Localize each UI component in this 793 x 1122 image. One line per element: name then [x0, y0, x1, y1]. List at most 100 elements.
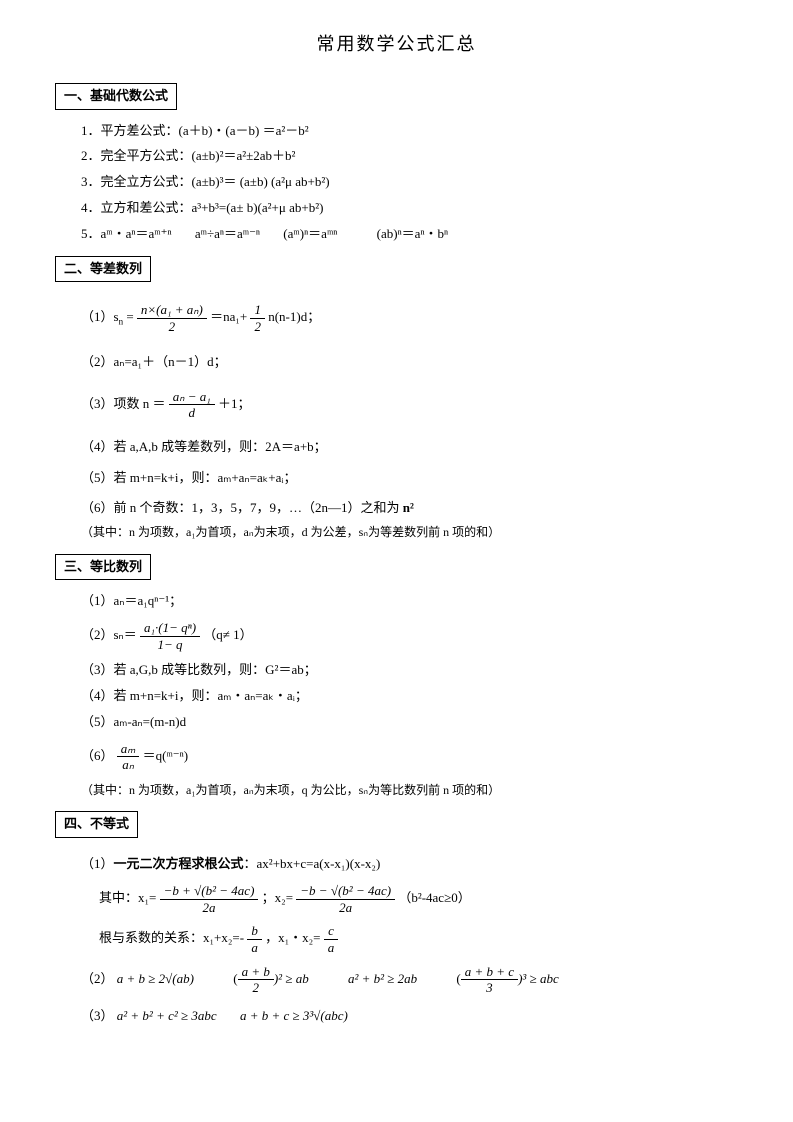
s2-i6-b: n²	[403, 500, 414, 515]
section-2-body: （1）sn = n×(a₁ + aₙ)2 ＝na₁+ 12 n(n-1)d； （…	[55, 302, 738, 542]
section-1-body: 1．平方差公式：(a＋b)・(a－b) ＝a²－b² 2．完全平方公式：(a±b…	[55, 121, 738, 245]
s2-i1-pre: （1）s	[81, 309, 119, 324]
frac-den: 3	[461, 980, 518, 996]
s3-i2-post: （q≠ 1）	[203, 627, 252, 642]
frac-num: a₁·(1− qⁿ)	[140, 620, 200, 637]
s1-i5-b: aᵐ÷aⁿ＝aᵐ⁻ⁿ	[195, 226, 260, 241]
s4-i1-b: 一元二次方程求根公式	[114, 856, 244, 871]
s3-i6-pre: （6）	[81, 748, 114, 763]
fraction: ba	[247, 923, 262, 955]
s4-i1w-pre: 其中：x₁=	[99, 890, 156, 905]
s3-item-3: （3）若 a,G,b 成等比数列，则：G²＝ab；	[81, 660, 738, 681]
s4-i3-b: a² + b² + c² ≥ 3abc	[117, 1008, 217, 1023]
frac-num: −b + √(b² − 4ac)	[160, 883, 259, 900]
fraction: −b + √(b² − 4ac)2a	[160, 883, 259, 915]
s1-item-5: 5．aᵐ・aⁿ＝aᵐ⁺ⁿ aᵐ÷aⁿ＝aᵐ⁻ⁿ (aᵐ)ⁿ＝aᵐⁿ (ab)ⁿ＝…	[81, 224, 738, 245]
s2-i3-post: ＋1；	[218, 396, 251, 411]
frac-num: a + b	[238, 964, 274, 981]
s4-i1-c: ：ax²+bx+c=a(x-x₁)(x-x₂)	[244, 856, 381, 871]
s2-i1-eq: =	[123, 309, 137, 324]
frac-den: a	[247, 940, 262, 956]
frac-den: 2	[238, 980, 274, 996]
section-3-header: 三、等比数列	[55, 554, 151, 581]
s3-item-2: （2）sₙ＝ a₁·(1− qⁿ)1− q （q≠ 1）	[81, 620, 738, 652]
s4-i2e-post: )³ ≥ abc	[518, 971, 559, 986]
frac-den: 2	[250, 319, 265, 335]
s2-i3-pre: （3）项数 n ＝	[81, 396, 166, 411]
s4-i1w-post: （b²-4ac≥0）	[398, 890, 470, 905]
frac-den: 1− q	[140, 637, 200, 653]
section-4-body: （1）一元二次方程求根公式：ax²+bx+c=a(x-x₁)(x-x₂) 其中：…	[55, 852, 738, 1027]
section-3-body: （1）aₙ＝a₁qⁿ⁻¹； （2）sₙ＝ a₁·(1− qⁿ)1− q （q≠ …	[55, 591, 738, 800]
s3-item-6: （6） aₘaₙ ＝q(ᵐ⁻ⁿ)	[81, 741, 738, 773]
s1-i5-c: (aᵐ)ⁿ＝aᵐⁿ	[283, 226, 337, 241]
frac-den: d	[169, 405, 215, 421]
frac-num: −b − √(b² − 4ac)	[296, 883, 395, 900]
s1-item-2: 2．完全平方公式：(a±b)²＝a²±2ab＋b²	[81, 146, 738, 167]
s4-item-1-where: 其中：x₁= −b + √(b² − 4ac)2a ；x₂= −b − √(b²…	[81, 883, 738, 915]
s4-i2-b: a + b ≥ 2√(ab)	[117, 971, 194, 986]
fraction: a + b2	[238, 964, 274, 996]
s1-item-3: 3．完全立方公式：(a±b)³＝ (a±b) (a²μ ab+b²)	[81, 172, 738, 193]
fraction: aₙ − a₁d	[169, 389, 215, 421]
frac-num: 1	[250, 302, 265, 319]
s4-item-2: （2） a + b ≥ 2√(ab) (a + b2)² ≥ ab a² + b…	[81, 964, 738, 996]
s4-i1-a: （1）	[81, 856, 114, 871]
s3-item-1: （1）aₙ＝a₁qⁿ⁻¹；	[81, 591, 738, 612]
fraction: a₁·(1− qⁿ)1− q	[140, 620, 200, 652]
page-title: 常用数学公式汇总	[55, 30, 738, 59]
frac-num: n×(a₁ + aₙ)	[137, 302, 207, 319]
s4-i3-c: a + b + c ≥ 3³√(abc)	[240, 1008, 348, 1023]
s4-i2-e: (a + b + c3)³ ≥ abc	[456, 971, 558, 986]
frac-num: c	[324, 923, 339, 940]
s4-i2c-post: )² ≥ ab	[274, 971, 309, 986]
s3-item-5: （5）aₘ-aₙ=(m-n)d	[81, 712, 738, 733]
fraction: 12	[250, 302, 265, 334]
s2-item-3: （3）项数 n ＝ aₙ − a₁d ＋1；	[81, 389, 738, 421]
frac-den: 2a	[296, 900, 395, 916]
section-2-header: 二、等差数列	[55, 256, 151, 283]
s3-i2-pre: （2）sₙ＝	[81, 627, 137, 642]
s2-item-5: （5）若 m+n=k+i，则：aₘ+aₙ=aₖ+aᵢ；	[81, 466, 738, 489]
s4-i1r-mid: ，x₁・x₂=	[265, 931, 320, 946]
fraction: a + b + c3	[461, 964, 518, 996]
s2-item-2: （2）aₙ=a₁＋（n－1）d；	[81, 349, 738, 375]
s1-item-4: 4．立方和差公式：a³+b³=(a± b)(a²+μ ab+b²)	[81, 198, 738, 219]
frac-den: a	[324, 940, 339, 956]
frac-den: 2a	[160, 900, 259, 916]
s2-i1-post: ＝na₁+	[210, 309, 247, 324]
s3-note: （其中：n 为项数，a₁为首项，aₙ为末项，q 为公比，sₙ为等比数列前 n 项…	[81, 781, 738, 800]
s2-item-6: （6）前 n 个奇数：1，3，5，7，9，…（2n—1）之和为 n²	[81, 498, 738, 519]
s4-item-3: （3） a² + b² + c² ≥ 3abc a + b + c ≥ 3³√(…	[81, 1004, 738, 1027]
s1-i5-a: 5．aᵐ・aⁿ＝aᵐ⁺ⁿ	[81, 226, 172, 241]
s2-i1-end: n(n-1)d；	[268, 309, 320, 324]
frac-num: b	[247, 923, 262, 940]
s4-i2-d: a² + b² ≥ 2ab	[348, 971, 417, 986]
section-4-header: 四、不等式	[55, 811, 138, 838]
s4-i1r-pre: 根与系数的关系：x₁+x₂=-	[99, 931, 244, 946]
fraction: aₘaₙ	[117, 741, 140, 773]
frac-num: aₘ	[117, 741, 140, 758]
frac-den: 2	[137, 319, 207, 335]
frac-den: aₙ	[117, 757, 140, 773]
s2-item-4: （4）若 a,A,b 成等差数列，则：2A＝a+b；	[81, 435, 738, 458]
s4-i3-a: （3）	[81, 1008, 114, 1023]
s4-i1w-mid: ；x₂=	[262, 890, 293, 905]
s2-i6-a: （6）前 n 个奇数：1，3，5，7，9，…（2n—1）之和为	[81, 500, 403, 515]
fraction: n×(a₁ + aₙ)2	[137, 302, 207, 334]
s3-i6-post: ＝q(ᵐ⁻ⁿ)	[143, 748, 188, 763]
s1-item-1: 1．平方差公式：(a＋b)・(a－b) ＝a²－b²	[81, 121, 738, 142]
s2-note: （其中：n 为项数，a₁为首项，aₙ为末项，d 为公差，sₙ为等差数列前 n 项…	[81, 523, 738, 542]
frac-num: a + b + c	[461, 964, 518, 981]
frac-num: aₙ − a₁	[169, 389, 215, 406]
s3-item-4: （4）若 m+n=k+i，则：aₘ・aₙ=aₖ・aᵢ；	[81, 686, 738, 707]
section-1-header: 一、基础代数公式	[55, 83, 177, 110]
s1-i5-d: (ab)ⁿ＝aⁿ・bⁿ	[377, 226, 448, 241]
s2-item-1: （1）sn = n×(a₁ + aₙ)2 ＝na₁+ 12 n(n-1)d；	[81, 302, 738, 334]
fraction: ca	[324, 923, 339, 955]
s4-i2-c: (a + b2)² ≥ ab	[233, 971, 312, 986]
s4-item-1: （1）一元二次方程求根公式：ax²+bx+c=a(x-x₁)(x-x₂)	[81, 852, 738, 875]
fraction: −b − √(b² − 4ac)2a	[296, 883, 395, 915]
s4-i2-a: （2）	[81, 971, 114, 986]
s4-item-1-root: 根与系数的关系：x₁+x₂=- ba ，x₁・x₂= ca	[81, 923, 738, 955]
